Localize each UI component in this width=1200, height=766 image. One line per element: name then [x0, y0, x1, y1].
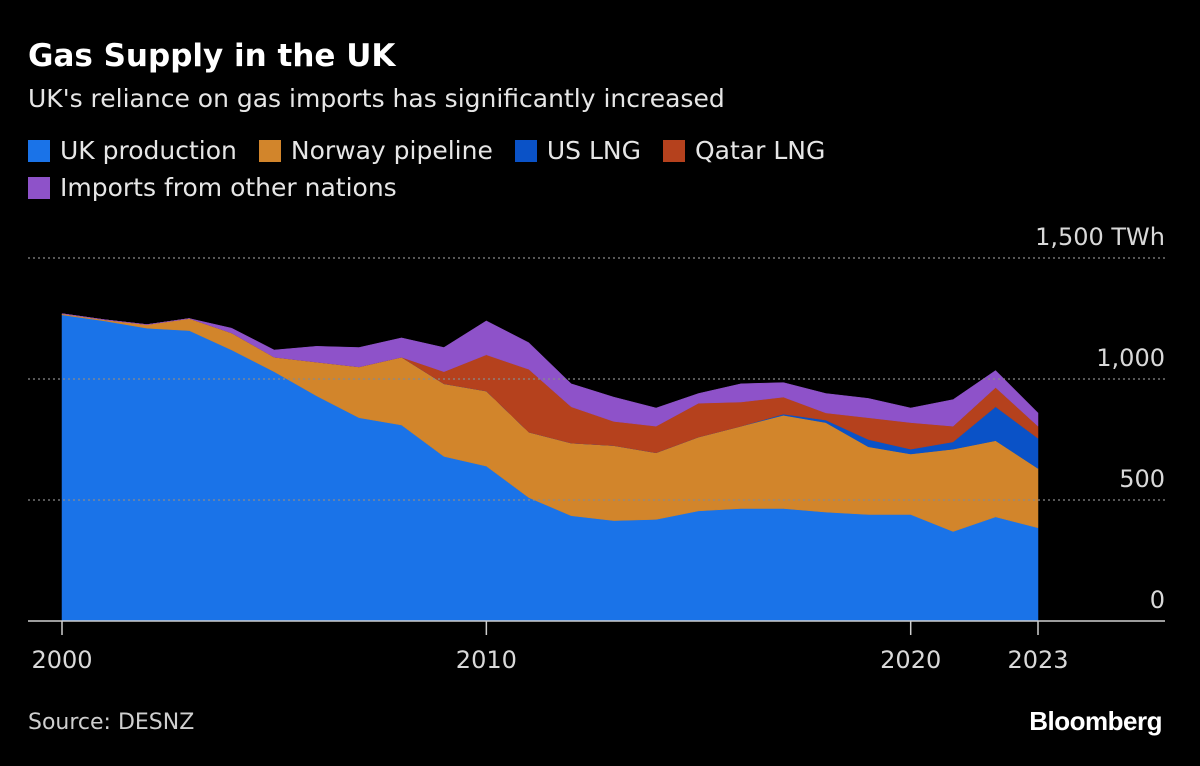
- chart-subtitle: UK's reliance on gas imports has signifi…: [28, 84, 725, 113]
- legend-swatch-qatar-lng: [662, 139, 685, 162]
- legend-item-uk-production: UK production: [28, 136, 237, 165]
- legend-swatch-norway-pipeline: [258, 139, 281, 162]
- legend-label-norway-pipeline: Norway pipeline: [290, 136, 493, 165]
- legend-label-uk-production: UK production: [60, 136, 237, 165]
- legend-swatch-us-lng: [514, 139, 537, 162]
- legend-label-qatar-lng: Qatar LNG: [694, 136, 826, 165]
- legend-label-other-imports: Imports from other nations: [60, 173, 397, 202]
- y-tick-label-1000: 1,000: [1096, 344, 1165, 372]
- legend-swatch-uk-production: [28, 139, 50, 162]
- legend-item-other-imports: Imports from other nations: [28, 173, 397, 202]
- legend-item-qatar-lng: Qatar LNG: [662, 136, 826, 165]
- legend-item-norway-pipeline: Norway pipeline: [258, 136, 493, 165]
- legend-swatch-other-imports: [28, 176, 50, 199]
- legend: UK production Norway pipeline US LNG Qat…: [28, 136, 928, 202]
- x-tick-label-2020: 2020: [880, 646, 941, 674]
- area-imports-from-other-nations: [61, 313, 1039, 427]
- legend-label-us-lng: US LNG: [546, 136, 641, 165]
- bloomberg-logo: Bloomberg: [1029, 706, 1162, 736]
- legend-item-us-lng: US LNG: [514, 136, 641, 165]
- x-tick-label-2023: 2023: [1007, 646, 1068, 674]
- y-tick-label-1500: 1,500 TWh: [1035, 223, 1165, 251]
- y-tick-label-0: 0: [1150, 586, 1165, 614]
- y-tick-label-500: 500: [1119, 465, 1165, 493]
- source-note: Source: DESNZ: [28, 710, 195, 735]
- x-tick-label-2000: 2000: [31, 646, 92, 674]
- chart-title: Gas Supply in the UK: [28, 38, 396, 74]
- x-tick-label-2010: 2010: [456, 646, 517, 674]
